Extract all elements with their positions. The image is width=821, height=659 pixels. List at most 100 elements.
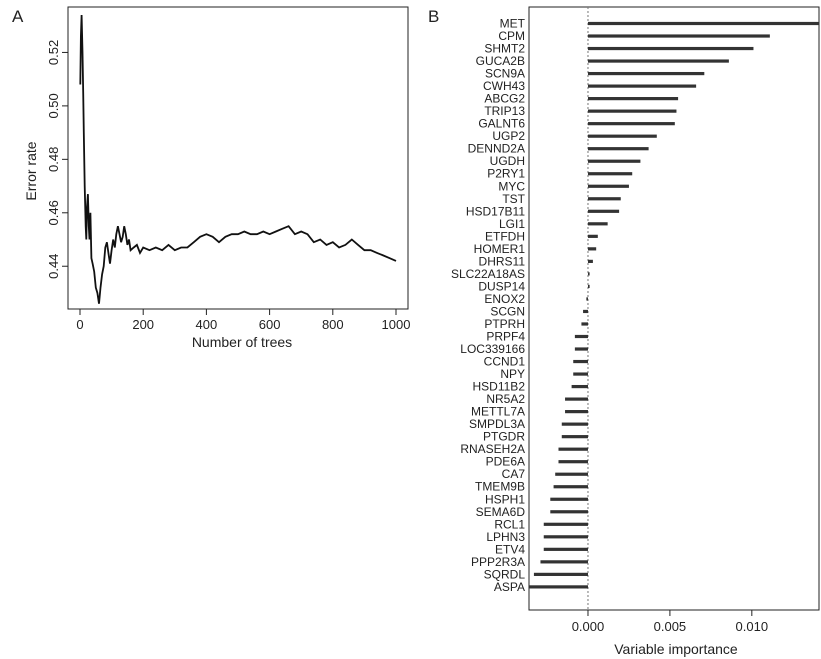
x-tick-label: 0 (76, 317, 83, 332)
category-label: TRIP13 (484, 104, 525, 118)
bar-lgi1 (587, 222, 608, 226)
bar-sqrdl (533, 572, 588, 576)
y-tick-label: 0.48 (46, 147, 61, 172)
bar-ugdh (587, 159, 641, 163)
category-label: HSPH1 (485, 492, 525, 506)
bar-ptprh (581, 322, 588, 326)
plot-frame-a (67, 6, 409, 310)
category-label: TST (502, 192, 525, 206)
category-label: NR5A2 (486, 392, 525, 406)
category-label: CWH43 (483, 79, 525, 93)
category-label: RNASEH2A (460, 442, 525, 456)
bar-ppp2r3a (540, 560, 588, 564)
bar-rcl1 (543, 522, 588, 526)
bar-dhrs11 (587, 259, 593, 263)
bar-etv4 (543, 547, 588, 551)
x-axis-label: Number of trees (192, 334, 292, 350)
category-label: SLC22A18AS (451, 267, 525, 281)
category-label: LOC339166 (460, 342, 525, 356)
bar-rnaseh2a (558, 447, 588, 451)
y-axis-label: Error rate (23, 141, 39, 200)
category-label: CCND1 (484, 355, 526, 369)
bar-ca7 (555, 472, 588, 476)
bar-cwh43 (587, 84, 697, 88)
category-label: PRPF4 (486, 330, 525, 344)
category-label: NPY (500, 367, 525, 381)
category-label: UGP2 (492, 129, 525, 143)
bar-cpm (587, 34, 770, 38)
bar-nr5a2 (565, 397, 588, 401)
bar-myc (587, 184, 629, 188)
y-tick-label: 0.52 (46, 40, 61, 65)
bar-scgn (583, 309, 588, 314)
x-tick-label: 800 (322, 317, 344, 332)
category-label: ASPA (494, 580, 525, 594)
category-label: PDE6A (486, 455, 525, 469)
category-label: MET (500, 17, 526, 31)
chart-b-variable-importance: METCPMSHMT2GUCA2BSCN9ACWH43ABCG2TRIP13GA… (451, 6, 820, 657)
category-label: PTPRH (484, 317, 525, 331)
category-label: RCL1 (494, 517, 525, 531)
category-label: HSD11B2 (473, 380, 526, 394)
x-axis-label-b: Variable importance (614, 641, 738, 657)
category-label: DENND2A (468, 142, 525, 156)
category-label: ETFDH (485, 229, 525, 243)
bar-guca2b (587, 59, 729, 63)
category-label: LPHN3 (486, 530, 525, 544)
category-label: ETV4 (495, 542, 525, 556)
bar-ugp2 (587, 134, 657, 138)
bar-hsph1 (550, 497, 588, 501)
x-tick-label-b: 0.005 (654, 619, 687, 634)
x-tick-label: 400 (196, 317, 218, 332)
bar-etfdh (587, 234, 598, 238)
category-label: GUCA2B (476, 54, 525, 68)
category-label: ABCG2 (484, 92, 525, 106)
category-label: UGDH (490, 154, 525, 168)
y-tick-label: 0.50 (46, 93, 61, 118)
bar-mettl7a (565, 410, 588, 414)
bar-prpf4 (574, 334, 588, 339)
category-label: SHMT2 (484, 42, 525, 56)
bar-dusp14 (587, 284, 590, 289)
category-label: CPM (498, 29, 525, 43)
panel-a-label: A (12, 7, 24, 26)
panel-b-label: B (428, 7, 439, 26)
bar-tst (587, 197, 621, 201)
category-label: P2RY1 (487, 167, 525, 181)
category-label: HOMER1 (474, 242, 526, 256)
bar-enox2 (586, 297, 588, 301)
bar-met (587, 21, 819, 26)
category-label: METTL7A (471, 405, 525, 419)
category-label: SEMA6D (476, 505, 526, 519)
x-tick-label: 200 (132, 317, 154, 332)
bar-tmem9b (553, 485, 588, 489)
category-label: DHRS11 (479, 254, 526, 268)
bar-shmt2 (587, 46, 754, 51)
bar-ccnd1 (573, 359, 588, 364)
x-tick-label-b: 0.010 (736, 619, 769, 634)
bar-homer1 (587, 247, 597, 251)
bar-pde6a (558, 460, 588, 464)
category-label: SQRDL (484, 567, 526, 581)
bar-abcg2 (587, 97, 679, 101)
category-label: PPP2R3A (471, 555, 525, 569)
bar-aspa (529, 585, 588, 589)
bar-trip13 (587, 109, 677, 113)
bar-scn9a (587, 71, 705, 76)
category-label: CA7 (502, 467, 526, 481)
plot-frame-b (528, 6, 820, 611)
bar-smpdl3a (561, 422, 588, 426)
x-tick-label-b: 0.000 (572, 619, 605, 634)
bar-hsd11b2 (571, 384, 588, 389)
bar-ptgdr (561, 435, 588, 439)
y-tick-label: 0.46 (46, 200, 61, 225)
series-line (79, 14, 397, 304)
bar-slc22a18as (587, 272, 590, 276)
category-label: MYC (498, 179, 525, 193)
category-label: SCGN (490, 304, 525, 318)
category-label: LGI1 (499, 217, 525, 231)
x-tick-label: 1000 (382, 317, 411, 332)
category-label: PTGDR (483, 430, 525, 444)
bar-p2ry1 (587, 172, 633, 176)
category-label: TMEM9B (475, 480, 525, 494)
